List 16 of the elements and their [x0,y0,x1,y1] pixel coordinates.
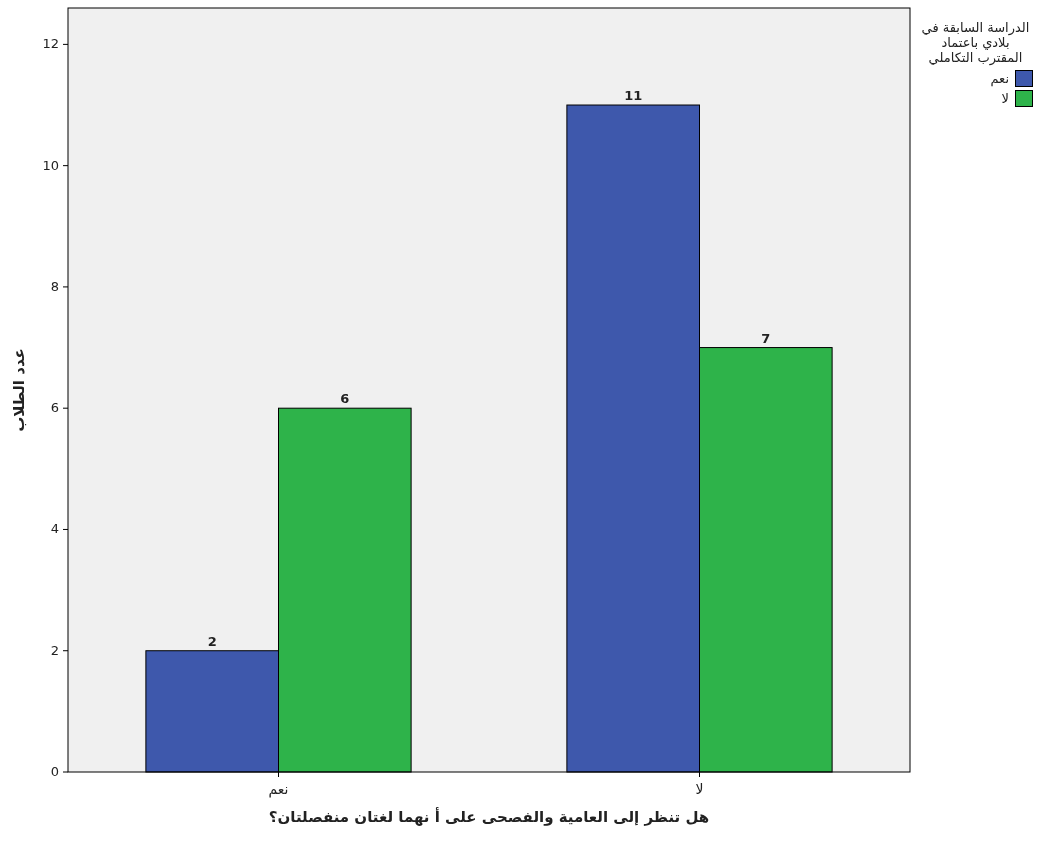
x-axis-title: هل تنظر إلى العامية والفصحى على أ نهما لغتان منفصلتان؟ [268,807,710,826]
y-axis-title: عدد الطلاب [10,348,28,432]
y-tick-label: 0 [50,764,59,779]
y-tick-label: 4 [50,521,59,537]
y-tick-label: 2 [50,642,59,658]
data-label: 11 [624,88,643,104]
data-label: 7 [761,330,771,346]
legend-label: لا [1001,90,1009,106]
data-label: 6 [340,391,350,407]
y-tick-label: 12 [42,36,59,52]
y-tick-label: 10 [42,157,59,173]
y-tick-label: 8 [50,278,59,294]
y-tick-label: 6 [50,400,59,416]
data-label: 2 [207,633,217,649]
legend-label: نعم [990,70,1009,86]
legend-title: الدراسة السابقة في بلادي باعتماد المقترب التكاملي [920,20,1031,65]
